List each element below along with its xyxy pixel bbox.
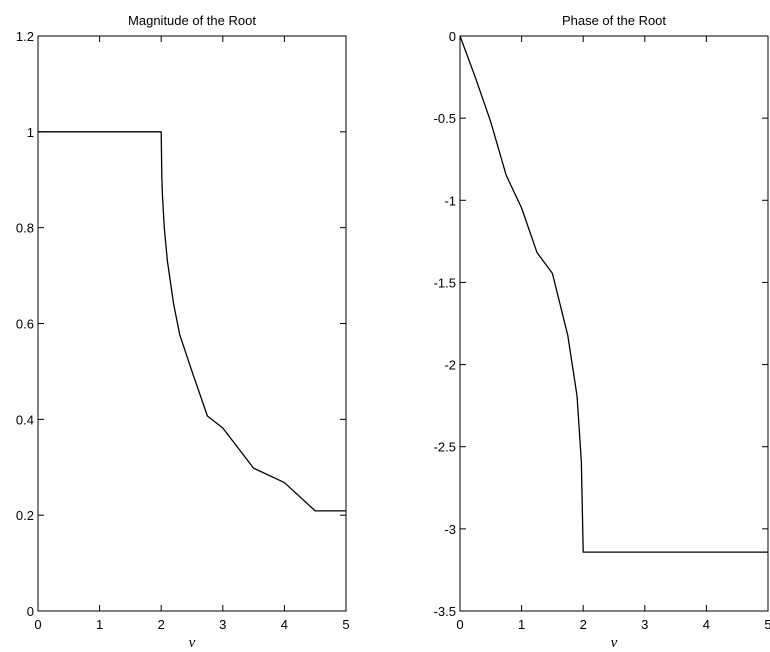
x-tick-label: 1 bbox=[96, 617, 103, 632]
y-tick-label: 1 bbox=[27, 125, 34, 140]
y-tick-label: -3.5 bbox=[434, 604, 456, 619]
y-tick-label: 1.2 bbox=[16, 29, 34, 44]
series-line-0 bbox=[459, 35, 768, 553]
y-tick-label: -0.5 bbox=[434, 111, 456, 126]
y-tick-label: 0.2 bbox=[16, 508, 34, 523]
x-axis-label: ν bbox=[611, 635, 618, 651]
chart-title: Phase of the Root bbox=[562, 13, 666, 28]
x-tick-label: 0 bbox=[34, 617, 41, 632]
y-tick-label: -1 bbox=[444, 193, 456, 208]
y-tick-label: -3 bbox=[444, 522, 456, 537]
magnitude-plot: Magnitude of the Root 0 1 2 3 4 5 0 0.2 0.4 0.6 0.8… bbox=[16, 13, 350, 651]
y-tick-label: 0 bbox=[449, 29, 456, 44]
x-axis-label: ν bbox=[189, 635, 196, 651]
axes-frame bbox=[37, 35, 347, 612]
y-tick-label: -2 bbox=[444, 358, 456, 373]
y-tick-label: 0 bbox=[27, 604, 34, 619]
x-tick-label: 4 bbox=[703, 617, 710, 632]
chart-title: Magnitude of the Root bbox=[128, 13, 256, 28]
y-tick-label: 0.8 bbox=[16, 221, 34, 236]
x-tick-label: 3 bbox=[641, 617, 648, 632]
series-line-0 bbox=[38, 131, 346, 512]
x-tick-label: 3 bbox=[219, 617, 226, 632]
x-tick-label: 0 bbox=[456, 617, 463, 632]
y-tick-label: -1.5 bbox=[434, 275, 456, 290]
phase-plot: Phase of the Root 0 1 2 3 4 5 0 -0.5 -1 -1.5 -2 -2.5… bbox=[434, 13, 770, 651]
axes-frame bbox=[459, 35, 769, 612]
y-tick-label: 0.6 bbox=[16, 317, 34, 332]
x-tick-label: 2 bbox=[158, 617, 165, 632]
x-tick-label: 5 bbox=[764, 617, 770, 632]
y-tick-label: -2.5 bbox=[434, 440, 456, 455]
x-tick-label: 2 bbox=[580, 617, 587, 632]
x-tick-label: 1 bbox=[518, 617, 525, 632]
y-tick-label: 0.4 bbox=[16, 412, 34, 427]
x-tick-label: 4 bbox=[281, 617, 288, 632]
x-tick-label: 5 bbox=[342, 617, 349, 632]
